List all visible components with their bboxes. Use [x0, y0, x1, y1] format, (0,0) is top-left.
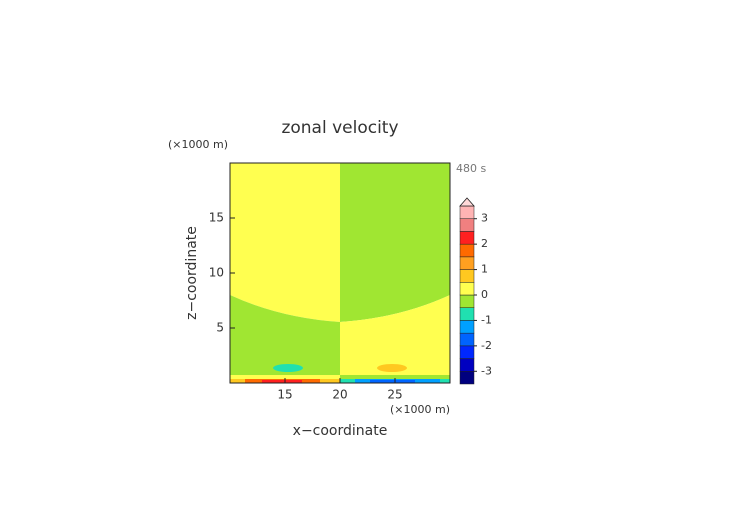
colorbar-segment — [459, 345, 475, 359]
region — [340, 375, 450, 379]
region — [340, 163, 450, 322]
colorbar-segment — [459, 371, 475, 385]
y-tick-label: 5 — [216, 321, 224, 335]
x-tick-label: 25 — [387, 388, 402, 402]
colorbar-segment — [459, 218, 475, 232]
colorbar-tick-label: 1 — [481, 263, 488, 276]
chart-title: zonal velocity — [281, 118, 398, 138]
colorbar-extend — [459, 197, 475, 207]
contour-field — [230, 163, 450, 383]
region — [377, 364, 407, 372]
region — [230, 375, 340, 379]
region — [262, 380, 302, 383]
x-axis-label: x−coordinate — [293, 423, 388, 439]
x-tick-label: 20 — [332, 388, 347, 402]
region — [370, 380, 415, 383]
colorbar-segment — [459, 231, 475, 245]
colorbar-segment — [459, 307, 475, 321]
colorbar-segment — [459, 294, 475, 308]
colorbar-tick-label: -1 — [481, 313, 492, 326]
colorbar-tick-label: -2 — [481, 339, 492, 352]
colorbar-tick-label: 3 — [481, 212, 488, 225]
colorbar-segment — [459, 256, 475, 270]
y-axis-label: z−coordinate — [184, 226, 200, 320]
colorbar-segment — [459, 269, 475, 283]
region — [340, 295, 450, 375]
colorbar-segment — [459, 205, 475, 219]
colorbar-tick-label: -3 — [481, 364, 492, 377]
time-label: 480 s — [456, 162, 486, 175]
colorbar-tick-label: 2 — [481, 237, 488, 250]
colorbar-segment — [459, 282, 475, 296]
region — [273, 364, 303, 372]
y-tick-label: 15 — [209, 211, 224, 225]
region — [230, 295, 340, 375]
x-tick-label: 15 — [277, 388, 292, 402]
region — [230, 163, 340, 322]
colorbar-segment — [459, 358, 475, 372]
colorbar-tick-label: 0 — [481, 288, 488, 301]
colorbar-segment — [459, 332, 475, 347]
colorbar-segment — [459, 320, 475, 334]
colorbar-segment — [459, 243, 475, 258]
y-tick-label: 10 — [209, 266, 224, 280]
x-unit: (×1000 m) — [390, 403, 450, 416]
y-unit: (×1000 m) — [168, 138, 228, 151]
